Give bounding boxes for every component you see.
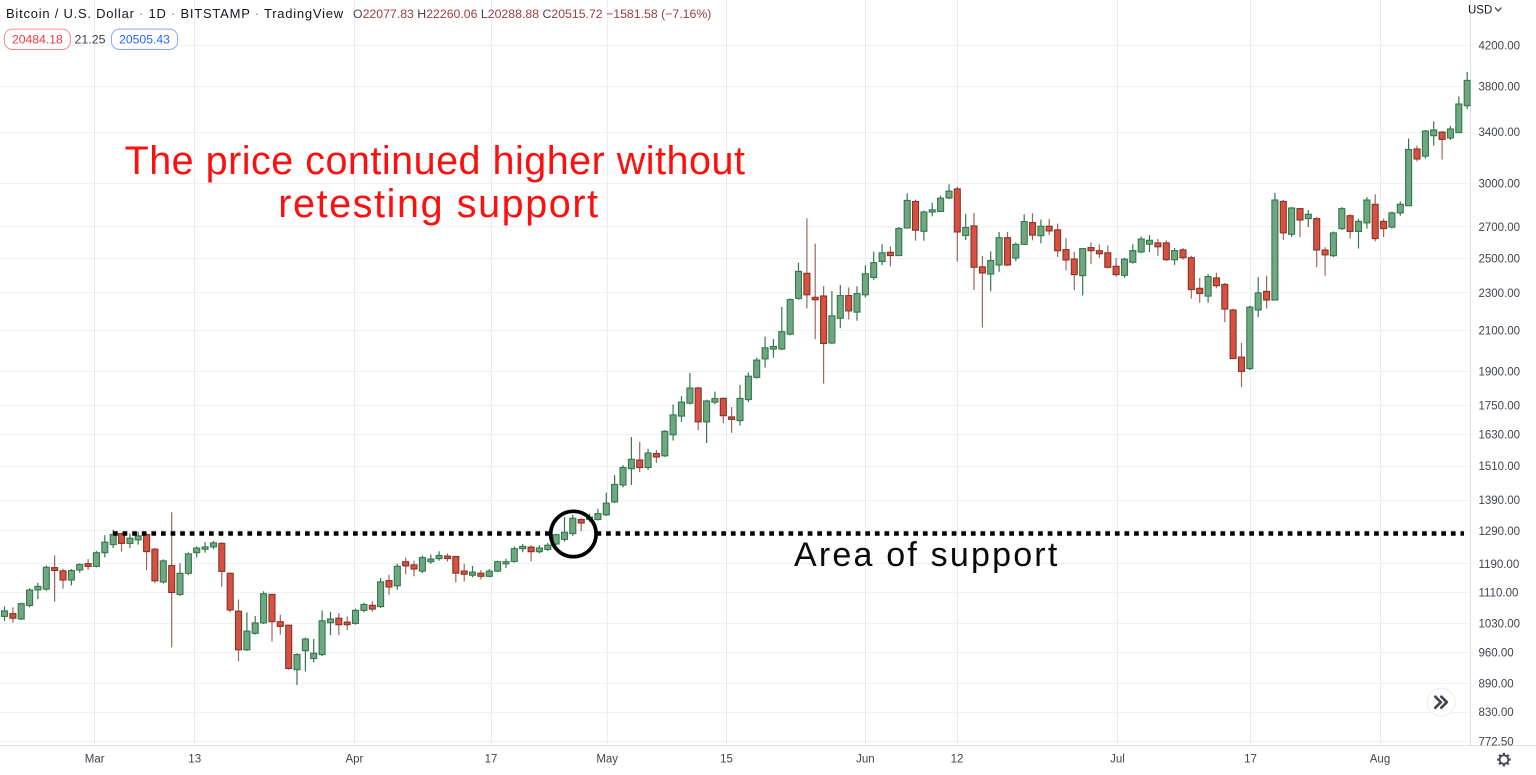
svg-text:772.50: 772.50	[1479, 737, 1514, 749]
svg-text:20484.18: 20484.18	[12, 32, 63, 46]
svg-text:890.00: 890.00	[1479, 678, 1514, 690]
svg-text:15: 15	[720, 754, 733, 766]
svg-text:Jun: Jun	[856, 754, 875, 766]
svg-text:retesting support: retesting support	[278, 182, 599, 226]
svg-text:O22077.83 H22260.06 L20288.88: O22077.83 H22260.06 L20288.88 C20515.72 …	[353, 7, 711, 21]
svg-text:Bitcoin / U.S. Dollar · 1D · B: Bitcoin / U.S. Dollar · 1D · BITSTAMP · …	[6, 6, 344, 21]
svg-text:17: 17	[485, 754, 498, 766]
svg-text:Aug: Aug	[1370, 754, 1390, 766]
svg-text:2300.00: 2300.00	[1479, 288, 1521, 300]
svg-text:20505.43: 20505.43	[119, 32, 170, 46]
svg-text:1510.00: 1510.00	[1479, 461, 1521, 473]
svg-text:830.00: 830.00	[1479, 707, 1514, 719]
svg-text:17: 17	[1244, 754, 1257, 766]
svg-text:13: 13	[188, 754, 201, 766]
svg-text:2100.00: 2100.00	[1479, 325, 1521, 337]
svg-text:4200.00: 4200.00	[1479, 40, 1521, 52]
svg-text:21.25: 21.25	[74, 32, 105, 46]
svg-text:1290.00: 1290.00	[1479, 526, 1521, 538]
svg-text:Area of support: Area of support	[794, 536, 1059, 574]
svg-text:USD: USD	[1468, 5, 1492, 17]
svg-text:1390.00: 1390.00	[1479, 495, 1521, 507]
svg-text:The price continued higher wit: The price continued higher without	[125, 139, 746, 183]
svg-text:1900.00: 1900.00	[1479, 367, 1521, 379]
svg-text:1630.00: 1630.00	[1479, 430, 1521, 442]
svg-text:960.00: 960.00	[1479, 647, 1514, 659]
svg-text:Jul: Jul	[1110, 754, 1125, 766]
svg-text:3800.00: 3800.00	[1479, 81, 1521, 93]
svg-text:3400.00: 3400.00	[1479, 127, 1521, 139]
svg-text:Mar: Mar	[85, 754, 105, 766]
svg-text:1190.00: 1190.00	[1479, 559, 1520, 571]
svg-text:2700.00: 2700.00	[1479, 222, 1521, 234]
svg-text:2500.00: 2500.00	[1479, 254, 1521, 266]
svg-text:1030.00: 1030.00	[1479, 618, 1521, 630]
svg-text:1110.00: 1110.00	[1479, 588, 1519, 600]
svg-text:1750.00: 1750.00	[1479, 400, 1521, 412]
svg-text:Apr: Apr	[345, 754, 363, 766]
svg-text:May: May	[596, 754, 618, 766]
svg-text:3000.00: 3000.00	[1479, 179, 1521, 191]
svg-text:12: 12	[951, 754, 964, 766]
